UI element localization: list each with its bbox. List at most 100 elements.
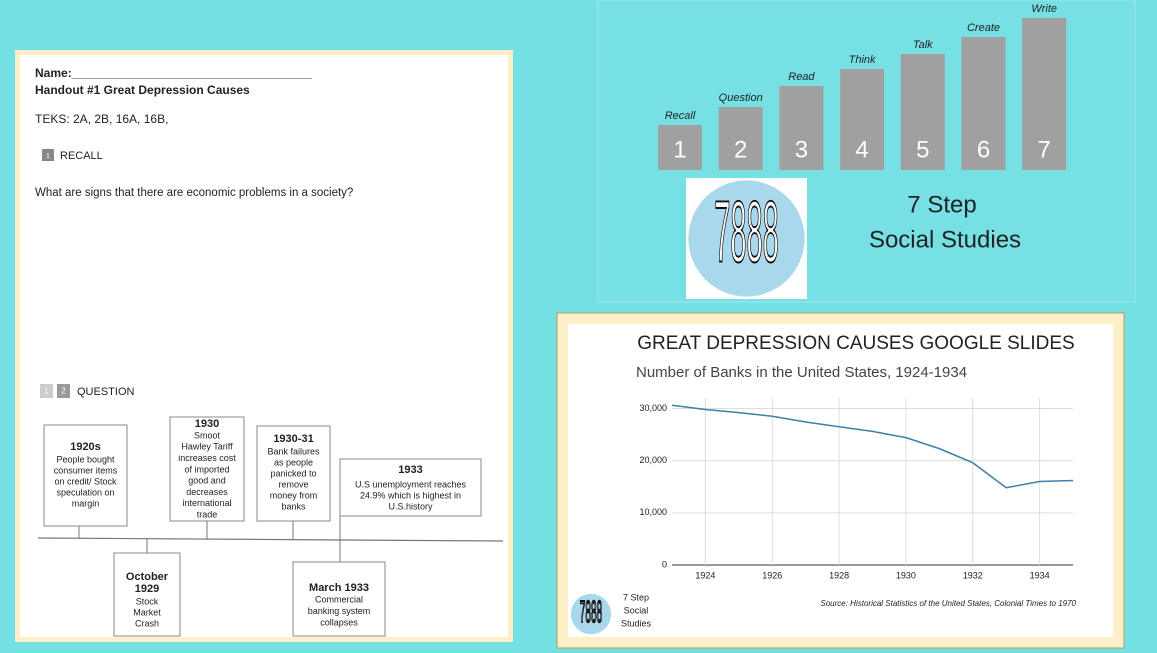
step-bar — [658, 125, 702, 170]
step-label: Recall — [665, 110, 696, 122]
event-text: 24.9% which is highest in — [360, 490, 461, 500]
event-heading: 1930 — [195, 418, 219, 430]
event-box — [169, 416, 245, 522]
logo-globe — [570, 593, 612, 635]
event-text: decreases — [186, 487, 228, 497]
event-box — [292, 561, 386, 637]
event-heading: 1933 — [398, 464, 422, 476]
step-number: 3 — [795, 136, 808, 163]
step-bar — [840, 69, 885, 170]
event-text: Crash — [135, 618, 159, 628]
event-box — [256, 425, 331, 522]
step-number: 2 — [734, 136, 747, 163]
event-text: trade — [197, 509, 218, 519]
slide-page — [568, 324, 1113, 637]
handout-title: Handout #1 Great Depression Causes — [35, 83, 250, 97]
event-text: U.S.history — [388, 501, 433, 511]
step-number: 5 — [916, 136, 929, 163]
question-label: QUESTION — [77, 386, 135, 398]
chart-title: Number of Banks in the United States, 19… — [636, 364, 967, 381]
event-text: on credit/ Stock — [54, 476, 117, 486]
event-text: Hawley Tariff — [181, 442, 233, 452]
logo-globe — [688, 180, 805, 297]
event-text: Smoot — [194, 430, 221, 440]
logo-text: 7888 — [714, 182, 779, 280]
event-text: good and — [188, 476, 226, 486]
event-text: People bought — [56, 454, 115, 464]
step-label: Write — [1031, 3, 1057, 15]
event-text: remove — [278, 479, 308, 489]
event-text: Market — [133, 607, 161, 617]
event-text: margin — [72, 498, 100, 508]
step-icon — [57, 384, 70, 398]
event-heading: 1930-31 — [273, 433, 313, 445]
source-note: Source: Historical Statistics of the Uni… — [820, 599, 1076, 608]
logo-caption: Social — [624, 605, 649, 615]
x-tick-label: 1924 — [695, 570, 715, 580]
step-label: Read — [788, 71, 815, 83]
event-box — [339, 458, 482, 517]
event-text: speculation on — [56, 487, 114, 497]
step-bar — [900, 54, 945, 170]
step-number: 7 — [1038, 136, 1051, 163]
step-label: Create — [967, 22, 1000, 34]
question-text: What are signs that there are economic p… — [35, 187, 353, 199]
x-tick-label: 1928 — [829, 570, 849, 580]
event-text: panicked to — [270, 468, 316, 478]
step-label: Talk — [913, 39, 933, 51]
step-label: Think — [849, 54, 876, 66]
recall-label: RECALL — [60, 150, 103, 162]
event-text: of imported — [184, 464, 229, 474]
event-text: Stock — [136, 596, 159, 606]
connectors — [78, 516, 341, 562]
handout-page — [20, 55, 508, 637]
logo-caption: 7 Step — [623, 592, 649, 602]
step-label: Question — [719, 92, 763, 104]
step-icon-number: 2 — [61, 387, 66, 396]
step-bar — [779, 86, 824, 170]
step-icon — [42, 149, 54, 161]
name-label: Name:___________________________________… — [35, 66, 312, 80]
event-heading: March 1933 — [309, 582, 369, 594]
slide-title: GREAT DEPRESSION CAUSES GOOGLE SLIDES — [637, 333, 1074, 354]
event-text: Bank failures — [267, 446, 320, 456]
x-tick-label: 1934 — [1030, 570, 1050, 580]
step-bar — [961, 37, 1006, 170]
event-text: money from — [270, 490, 318, 500]
y-tick-label: 30,000 — [639, 403, 667, 413]
event-text: international — [182, 498, 231, 508]
step-icon-number: 1 — [46, 153, 50, 160]
teks: TEKS: 2A, 2B, 16A, 16B, — [35, 112, 168, 126]
step-number: 1 — [673, 136, 686, 163]
step-icon-number: 1 — [44, 387, 49, 396]
x-tick-label: 1926 — [762, 570, 782, 580]
timeline-axis — [37, 537, 504, 542]
event-heading: 1929 — [135, 583, 159, 595]
event-text: banks — [281, 501, 306, 511]
event-heading: October — [126, 571, 169, 583]
data-line — [671, 404, 1074, 489]
brand-text: 7 Step — [907, 191, 976, 218]
step-number: 4 — [855, 136, 868, 163]
logo-caption: Studies — [621, 618, 652, 628]
y-tick-label: 20,000 — [639, 455, 667, 465]
y-tick-label: 10,000 — [639, 507, 667, 517]
logo-text: 7888 — [580, 595, 602, 629]
step-bar — [1022, 18, 1067, 170]
event-text: banking system — [308, 606, 371, 616]
event-text: collapses — [320, 617, 358, 627]
brand-text: Social Studies — [869, 226, 1021, 253]
x-tick-label: 1932 — [963, 570, 983, 580]
x-tick-label: 1930 — [896, 570, 916, 580]
y-tick-label: 0 — [662, 559, 667, 569]
event-text: U.S unemployment reaches — [355, 479, 467, 489]
event-heading: 1920s — [70, 441, 101, 453]
step-icon — [40, 384, 53, 398]
event-text: Commercial — [315, 594, 363, 604]
event-text: consumer items — [54, 465, 118, 475]
event-box — [113, 552, 181, 637]
step-number: 6 — [977, 136, 990, 163]
event-text: increases cost — [178, 453, 236, 463]
event-box — [43, 424, 128, 527]
